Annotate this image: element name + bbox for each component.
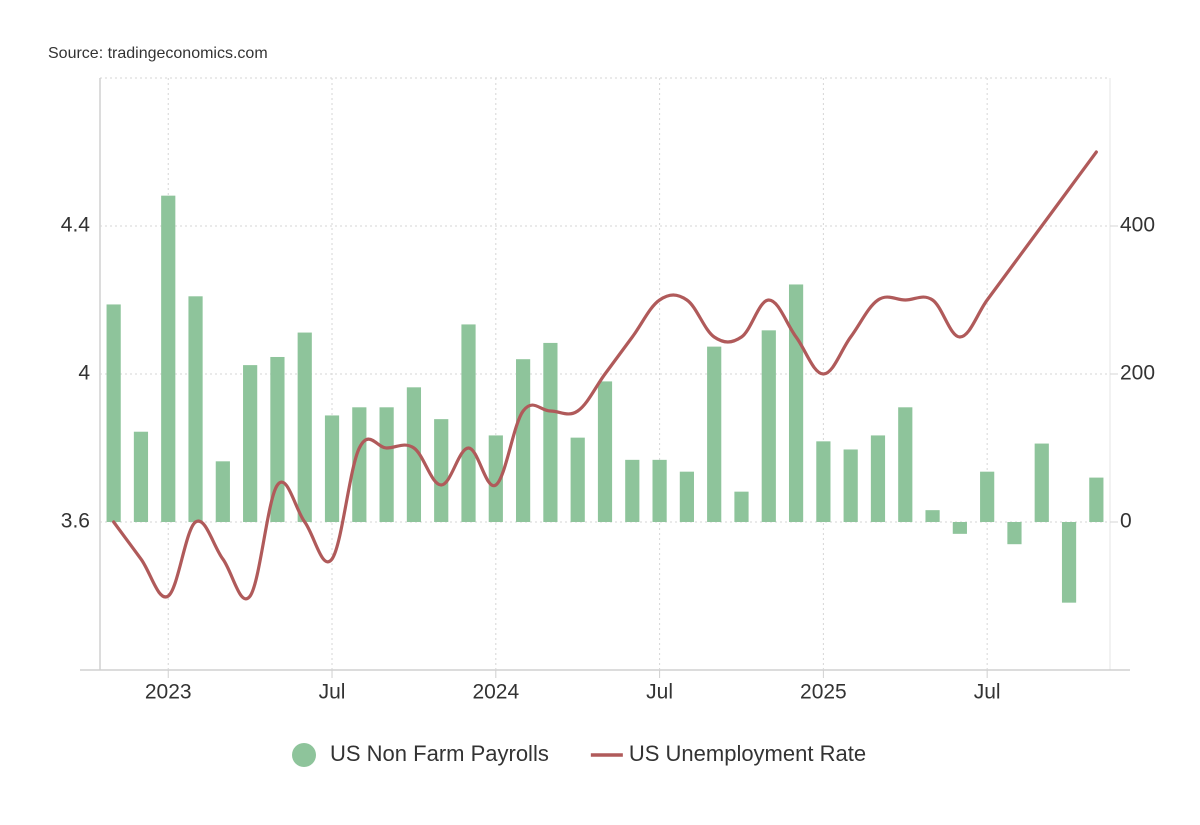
bar: [1007, 522, 1022, 545]
bar: [652, 459, 667, 522]
bar: [570, 437, 585, 522]
bar: [133, 431, 149, 522]
bar: [352, 407, 367, 522]
bar: [788, 284, 804, 522]
y2-tick-label: 400: [1120, 214, 1155, 237]
legend: US Non Farm Payrolls US Unemployment Rate: [292, 741, 866, 767]
x-tick-label: 2023: [145, 681, 192, 704]
y-tick-label: 3.6: [61, 510, 90, 533]
bar: [324, 415, 340, 522]
x-tick-label: 2024: [472, 681, 519, 704]
source: Source: tradingeconomics.com: [48, 45, 268, 62]
bar: [106, 304, 121, 522]
x-tick-label: 2025: [800, 681, 847, 704]
bar: [679, 471, 694, 522]
bar: [406, 387, 422, 522]
y-tick-label: 4.4: [61, 214, 91, 237]
y2-tick-label: 200: [1120, 362, 1155, 385]
y2-tick-label: 0: [1120, 510, 1132, 533]
legend-label: US Non Farm Payrolls: [330, 741, 549, 766]
legend-swatch: [292, 743, 316, 767]
bar: [243, 365, 258, 522]
bar: [543, 342, 558, 522]
bar: [925, 510, 940, 522]
bar: [1089, 477, 1104, 522]
line: [112, 150, 1098, 601]
bar: [843, 449, 858, 522]
bar: [215, 461, 230, 522]
bar: [898, 407, 913, 522]
x-tick-label: Jul: [646, 681, 673, 704]
bar: [461, 324, 476, 522]
bar: [161, 195, 176, 522]
bar: [188, 296, 203, 522]
bar: [434, 419, 449, 522]
bar: [980, 471, 995, 522]
bar: [707, 346, 722, 522]
bar: [488, 435, 503, 522]
bar: [734, 491, 749, 522]
labels: 3.6 4 4.4 0 200 400 2023 Jul 2024 Jul 2025 Jul: [61, 214, 1155, 704]
bar: [516, 359, 531, 522]
bar: [952, 522, 967, 534]
marks: [106, 150, 1104, 603]
bar: [625, 459, 640, 522]
y-tick-label: 4: [78, 362, 90, 385]
x-tick-label: Jul: [974, 681, 1001, 704]
bar: [761, 330, 776, 522]
legend-label: US Unemployment Rate: [629, 741, 866, 766]
bar: [816, 441, 831, 522]
x-tick-label: Jul: [319, 681, 346, 704]
bar: [1061, 522, 1077, 603]
bar: [597, 381, 613, 522]
bar: [1034, 443, 1049, 522]
bar: [870, 435, 886, 522]
bar: [297, 332, 312, 522]
bar: [379, 407, 394, 522]
